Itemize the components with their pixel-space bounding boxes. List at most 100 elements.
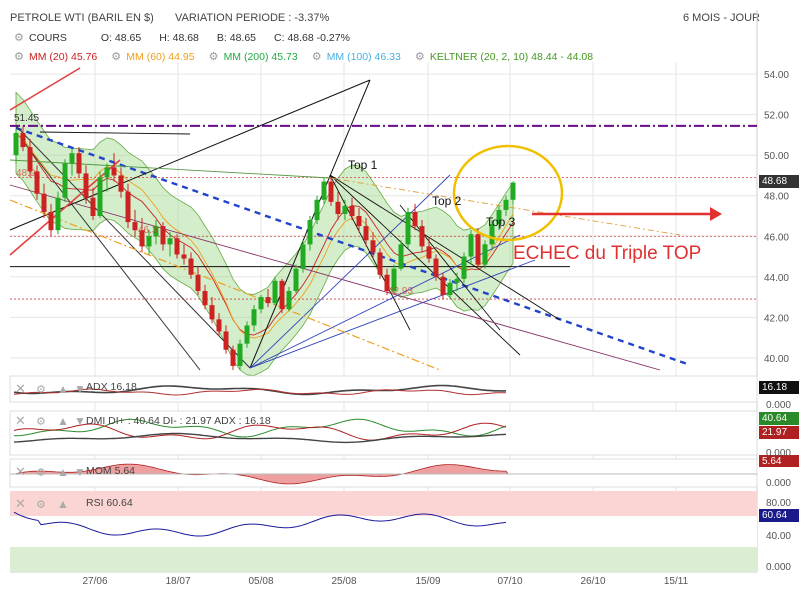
mm20-toggle[interactable]: ⚙ MM (20) 45.76: [14, 51, 97, 63]
mm20-label: MM (20) 45.76: [29, 51, 98, 63]
keltner-band: [15, 91, 514, 376]
x-tick-label: 27/06: [82, 576, 107, 587]
keltner-toggle[interactable]: ⚙ KELTNER (20, 2, 10) 48.44 - 44.08: [415, 51, 593, 63]
trend-line: [249, 174, 451, 369]
top3-label: Top 3: [486, 215, 516, 229]
rsi-value-tag: 60.64: [759, 509, 799, 522]
trend-line: [9, 67, 81, 111]
arrow-down-icon[interactable]: ▼: [74, 465, 86, 479]
echec-label: ECHEC du Triple TOP: [513, 243, 702, 264]
candle-body: [300, 244, 306, 269]
candle-body: [510, 182, 516, 200]
candle-body: [286, 290, 292, 310]
mm60-label: MM (60) 44.95: [126, 51, 195, 63]
candle-body: [181, 254, 187, 259]
adx-label: ADX 16.18: [86, 381, 137, 393]
y-tick-label: 54.00: [764, 70, 789, 81]
y-tick-label: 42.00: [764, 313, 789, 324]
rsi-label: RSI 60.64: [86, 497, 133, 509]
gear-icon[interactable]: ⚙: [36, 416, 46, 428]
candle-body: [83, 173, 89, 198]
candle-body: [111, 167, 117, 176]
candle-body: [20, 132, 26, 148]
indicator-legend: ⚙ MM (20) 45.76 ⚙ MM (60) 44.95 ⚙ MM (200) …: [14, 50, 607, 64]
mm100-toggle[interactable]: ⚙ MM (100) 46.33: [312, 51, 401, 63]
candle-body: [356, 216, 362, 227]
trend-line: [9, 79, 371, 231]
x-axis: 27/06 18/07 05/08 25/08 15/09 07/10 26/10 15/11: [82, 576, 688, 587]
gear-icon[interactable]: ⚙: [14, 50, 24, 63]
mom-value-tag: 5.64: [759, 455, 799, 467]
top1-label: Top 1: [348, 158, 378, 172]
instrument-title: PETROLE WTI (BARIL EN $): [10, 12, 154, 24]
trend-line: [329, 174, 411, 331]
candle-body: [307, 220, 313, 245]
level-43-label: 42.93: [388, 286, 414, 297]
mm200-toggle[interactable]: ⚙ MM (200) 45.73: [209, 51, 298, 63]
candle-body: [237, 343, 243, 366]
horizontal-levels: [10, 124, 757, 300]
candle-body: [244, 325, 250, 344]
mom-label: MOM 5.64: [86, 465, 136, 477]
gear-icon[interactable]: ⚙: [36, 384, 46, 396]
candle-body: [398, 244, 404, 269]
dmi-adx-line: [13, 432, 507, 444]
arrow-down-icon[interactable]: ▼: [74, 414, 86, 428]
gear-icon[interactable]: ⚙: [36, 499, 46, 511]
mm100-label: MM (100) 46.33: [326, 51, 401, 63]
trend-line: [21, 139, 201, 371]
period-label[interactable]: 6 MOIS - JOUR: [682, 12, 760, 24]
x-tick-label: 26/10: [580, 576, 605, 587]
rsi-oversold-zone: [10, 547, 757, 572]
cours-toggle[interactable]: ⚙ COURS: [14, 32, 67, 44]
candle-body: [13, 132, 19, 156]
mm60-toggle[interactable]: ⚙ MM (60) 44.95: [111, 51, 194, 63]
rsi-80-label: 80.00: [765, 498, 791, 509]
candle-body: [377, 252, 383, 275]
candle-body: [503, 199, 509, 210]
arrow-down-icon[interactable]: ▼: [74, 382, 86, 396]
x-tick-label: 18/07: [165, 576, 190, 587]
candle-body: [125, 191, 131, 223]
y-tick-label: 40.00: [764, 354, 789, 365]
cours-label: COURS: [29, 32, 67, 44]
keltner-label: KELTNER (20, 2, 10) 48.44 - 44.08: [429, 51, 594, 63]
x-tick-label: 15/11: [664, 576, 689, 587]
keltner-fill: [15, 91, 514, 376]
x-tick-label: 25/08: [331, 576, 356, 587]
gear-icon[interactable]: ⚙: [414, 50, 425, 63]
candle-body: [146, 236, 152, 247]
candle-body: [69, 153, 75, 164]
x-tick-label: 07/10: [497, 576, 522, 587]
close-icon[interactable]: ✕: [15, 413, 26, 428]
level-48-label: 48.9: [16, 168, 36, 179]
close-icon[interactable]: ✕: [15, 464, 26, 479]
candle-body: [461, 256, 467, 279]
candle-body: [412, 211, 418, 227]
candle-body: [363, 226, 369, 241]
candlesticks: [13, 125, 516, 370]
top2-label: Top 2: [432, 194, 462, 208]
close-icon[interactable]: ✕: [15, 496, 26, 511]
arrow-up-icon[interactable]: ▲: [57, 382, 69, 396]
dmi-zero-label: 0.000: [765, 448, 791, 459]
candle-body: [440, 276, 446, 296]
trend-line: [39, 131, 191, 135]
level-51-label: 51.45: [14, 113, 40, 124]
trend-line: [9, 159, 331, 179]
candle-body: [230, 349, 236, 366]
arrow-up-icon[interactable]: ▲: [57, 497, 69, 511]
arrow-up-icon[interactable]: ▲: [57, 414, 69, 428]
y-tick-label: 44.00: [764, 273, 789, 284]
candle-body: [349, 205, 355, 216]
arrow-up-icon[interactable]: ▲: [57, 465, 69, 479]
gear-icon[interactable]: ⚙: [208, 50, 219, 63]
gear-icon[interactable]: ⚙: [36, 467, 46, 479]
close-icon[interactable]: ✕: [15, 381, 26, 396]
gear-icon[interactable]: ⚙: [311, 50, 322, 63]
gear-icon[interactable]: ⚙: [14, 31, 24, 44]
candle-body: [321, 181, 327, 200]
gear-icon[interactable]: ⚙: [111, 50, 122, 63]
y-tick-label: 52.00: [764, 111, 789, 122]
ohlc-low: B: 48.65: [216, 32, 257, 44]
